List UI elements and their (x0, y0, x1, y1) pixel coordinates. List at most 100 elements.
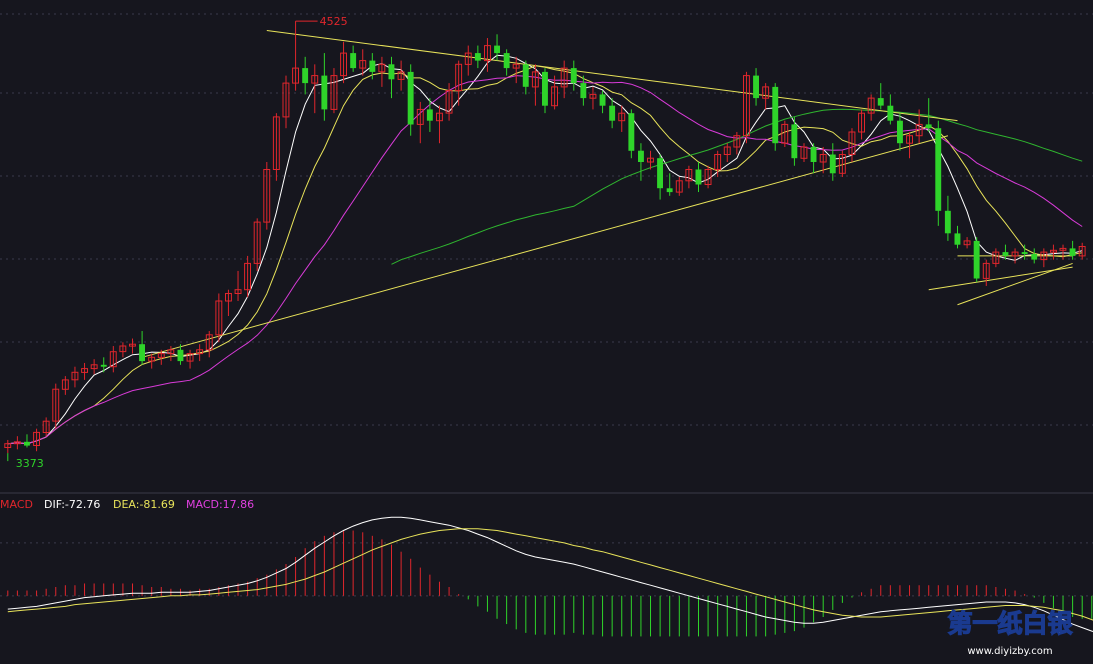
candle-down (1031, 254, 1038, 260)
macd-dea-value: DEA:-81.69 (113, 498, 175, 511)
candle-down (829, 154, 836, 174)
candle-down (426, 109, 433, 121)
candle-up (90, 364, 98, 370)
candlestick-series (4, 21, 1086, 454)
candle-up (992, 251, 1000, 264)
candle-down (407, 71, 414, 125)
candle-up (244, 262, 252, 291)
candle-up (157, 353, 165, 358)
candle-down (580, 83, 587, 99)
candle-up (675, 180, 683, 193)
macd-dif-value: DIF:-72.76 (44, 498, 100, 511)
moving-average-lines (7, 54, 1083, 445)
candle-up (714, 154, 722, 170)
candle-down (503, 53, 510, 69)
candle-up (560, 67, 568, 88)
candle-down (695, 169, 702, 185)
candle-down (599, 94, 606, 106)
candle-up (311, 75, 319, 84)
candle-down (1021, 252, 1028, 254)
candle-up (1059, 247, 1067, 251)
candle-down (944, 210, 951, 234)
candle-up (148, 356, 156, 362)
candle-up (733, 135, 741, 148)
candle-up (906, 135, 913, 144)
candle-down (628, 113, 635, 151)
candle-up (330, 75, 338, 110)
candle-up (819, 154, 827, 163)
candle-down (321, 75, 328, 110)
candle-up (484, 45, 491, 62)
candle-down (522, 64, 529, 87)
candle-down (542, 71, 548, 106)
trend-lines (141, 30, 1073, 358)
candle-up (1050, 249, 1057, 253)
candle-up (589, 93, 597, 99)
ma20-line (7, 75, 1083, 445)
candle-up (416, 108, 424, 125)
dea-line (7, 528, 1093, 621)
candle-down (350, 53, 357, 69)
candle-up (455, 63, 463, 92)
candle-down (772, 86, 779, 144)
candle-up (4, 443, 12, 449)
candle-up (397, 71, 405, 80)
candle-up (858, 112, 865, 133)
max-price-label: 4525 (320, 15, 348, 28)
candle-up (253, 221, 261, 264)
candle-down (100, 364, 107, 367)
secondary-support-line (928, 266, 1073, 291)
candle-up (647, 157, 654, 163)
candle-up (963, 240, 971, 246)
candle-up (915, 123, 923, 137)
candle-down (139, 344, 145, 362)
candle-up (982, 262, 990, 279)
candle-up (272, 116, 280, 170)
candle-down (925, 124, 932, 129)
macd-legend: MACD DIF:-72.76 DEA:-81.69 MACD:17.86 (0, 498, 254, 511)
candle-down (302, 68, 309, 84)
candle-down (887, 105, 894, 121)
candle-up (13, 441, 21, 445)
candle-up (464, 52, 472, 65)
candle-up (263, 169, 271, 223)
candle-up (1040, 251, 1048, 261)
candle-down (24, 441, 30, 446)
candle-up (378, 63, 386, 73)
candle-up (205, 334, 213, 351)
ma5-line (7, 54, 1083, 445)
macd-lines (7, 516, 1093, 632)
candle-up (167, 349, 175, 355)
ma10-line (7, 65, 1083, 445)
candle-down (1069, 248, 1076, 256)
candle-up (109, 351, 117, 368)
macd-grid (0, 542, 1093, 597)
candle-up (762, 86, 770, 99)
watermark-title: 第一纸白银 (947, 609, 1073, 638)
candle-up (119, 345, 127, 353)
dif-line (7, 516, 1093, 632)
candle-down (177, 349, 184, 362)
candle-up (186, 353, 194, 362)
candle-up (129, 343, 136, 347)
candle-up (781, 123, 789, 144)
candle-up (685, 169, 693, 182)
candle-up (196, 349, 204, 355)
candle-up (359, 60, 367, 69)
candle-up (436, 112, 443, 122)
candle-up (292, 67, 300, 84)
candle-down (388, 64, 395, 80)
candle-down (791, 124, 798, 159)
candle-up (743, 75, 750, 137)
candle-up (42, 420, 50, 434)
candle-up (225, 293, 232, 302)
min-price-label: 3373 (16, 457, 44, 470)
candle-up (234, 289, 242, 295)
candle-down (638, 150, 644, 162)
candle-up (512, 63, 520, 69)
candle-up (723, 146, 731, 155)
candle-down (935, 128, 942, 211)
candle-up (704, 169, 712, 185)
candle-up (848, 131, 856, 155)
